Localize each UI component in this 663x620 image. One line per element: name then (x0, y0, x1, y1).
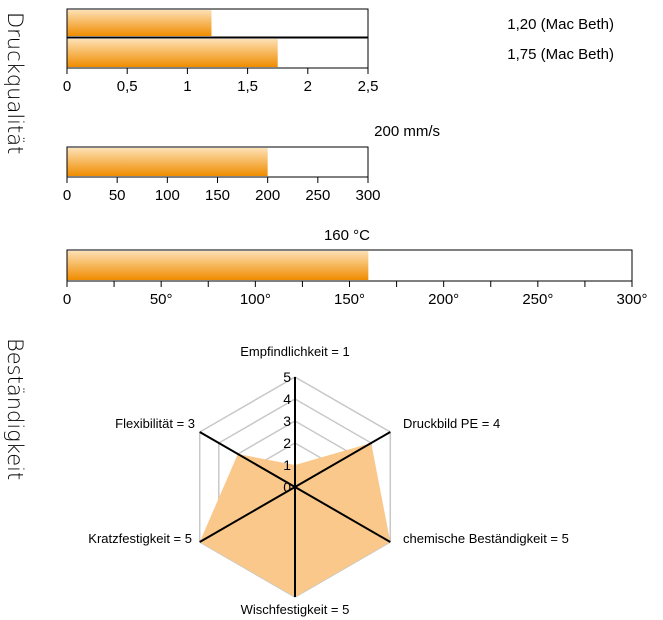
side-label-bestaendigkeit: Beständigkeit (3, 338, 27, 480)
bar-value-label: 1,20 (Mac Beth) (507, 16, 614, 33)
radar-spoke (294, 486, 391, 543)
tick-label: 2,5 (358, 78, 379, 95)
radar-spoke (199, 486, 296, 543)
bar (67, 10, 212, 36)
tick-label: 0 (63, 78, 71, 95)
tick-label: 2 (304, 78, 312, 95)
tick-label: 250 (305, 187, 330, 204)
tick-label: 300° (616, 291, 647, 308)
tick-label: 300 (355, 187, 380, 204)
bar-chart-1: 1,20 (Mac Beth) 1,75 (Mac Beth) 0 0,5 1 1,5 2 2… (63, 8, 614, 95)
radar-tick-label: 0 (283, 479, 291, 495)
tick-label: 50° (150, 291, 173, 308)
tick-label: 0 (63, 291, 71, 308)
bar-value-label: 1,75 (Mac Beth) (507, 46, 614, 63)
bar (67, 251, 369, 280)
tick-label: 250° (522, 291, 553, 308)
tick-label: 100° (240, 291, 271, 308)
tick-label: 150° (334, 291, 365, 308)
side-label-druckqualitaet: Druckqualität (3, 12, 27, 154)
radar-axis-label: Flexibilität = 3 (115, 416, 195, 431)
tick-label: 100 (155, 187, 180, 204)
tick-label: 150 (205, 187, 230, 204)
tick-label: 1 (183, 78, 191, 95)
bar-value-label: 200 mm/s (374, 123, 440, 140)
radar-tick-label: 2 (283, 435, 291, 451)
tick-label: 200 (255, 187, 280, 204)
radar-tick-label: 3 (283, 413, 291, 429)
tick-label: 200° (428, 291, 459, 308)
tick-label: 50 (109, 187, 126, 204)
bar (67, 39, 278, 67)
bar (67, 148, 268, 176)
radar-tick-label: 4 (283, 391, 291, 407)
bar-charts: 1,20 (Mac Beth) 1,75 (Mac Beth) 0 0,5 1 1,5 2 2… (63, 8, 648, 308)
radar-tick-label: 1 (283, 457, 291, 473)
radar-axis-label: chemische Beständigkeit = 5 (403, 531, 569, 546)
bar-chart-3: 160 °C 0 50° 100° 150° 200° 250° 300° (63, 227, 648, 308)
radar-tick-label: 5 (283, 369, 291, 385)
radar-spoke (199, 431, 296, 488)
radar-axis-label: Druckbild PE = 4 (403, 416, 500, 431)
tick-label: 1,5 (237, 78, 258, 95)
bar-chart-2: 200 mm/s 0 50 100 150 200 250 300 (63, 123, 440, 204)
radar-chart: 0 1 2 3 4 5 Empfindlichkeit = 1 Druckbild PE = … (88, 344, 569, 617)
bar-value-label: 160 °C (324, 227, 370, 244)
radar-axis-label: Kratzfestigkeit = 5 (88, 531, 192, 546)
tick-label: 0,5 (117, 78, 138, 95)
tick-label: 0 (63, 187, 71, 204)
radar-axis-label: Wischfestigkeit = 5 (241, 602, 350, 617)
radar-spoke (294, 431, 391, 488)
radar-axis-label: Empfindlichkeit = 1 (240, 344, 349, 359)
